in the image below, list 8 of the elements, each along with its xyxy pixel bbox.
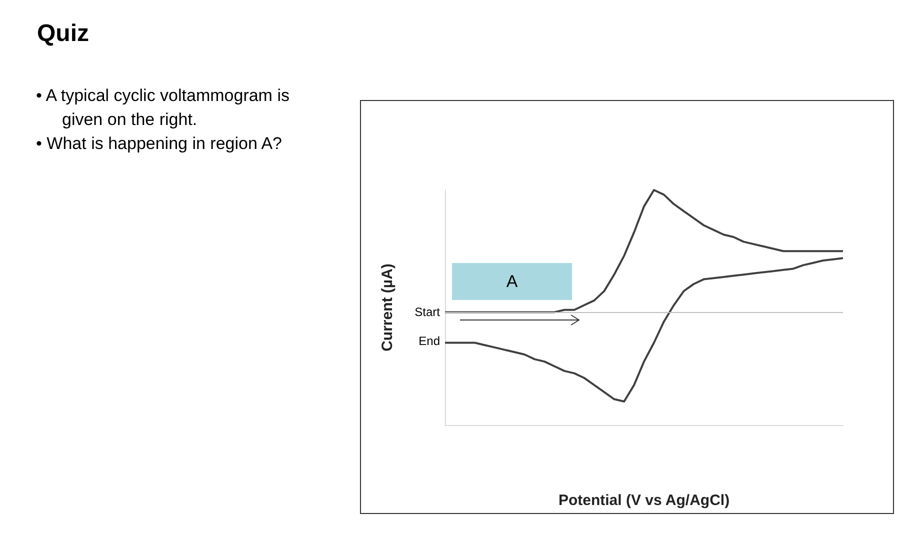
text: • What is happening in region A? <box>36 133 284 155</box>
label-box: A <box>452 263 572 300</box>
text: End <box>418 334 440 348</box>
text: Start <box>414 305 440 319</box>
x-axis-title: Potential (V vs Ag/AgCl) <box>558 492 730 509</box>
y-axis-title: Current (µA) <box>379 264 396 352</box>
text: • A typical cyclic voltammogram is given on the right. <box>36 85 290 131</box>
text: Quiz <box>37 20 89 48</box>
